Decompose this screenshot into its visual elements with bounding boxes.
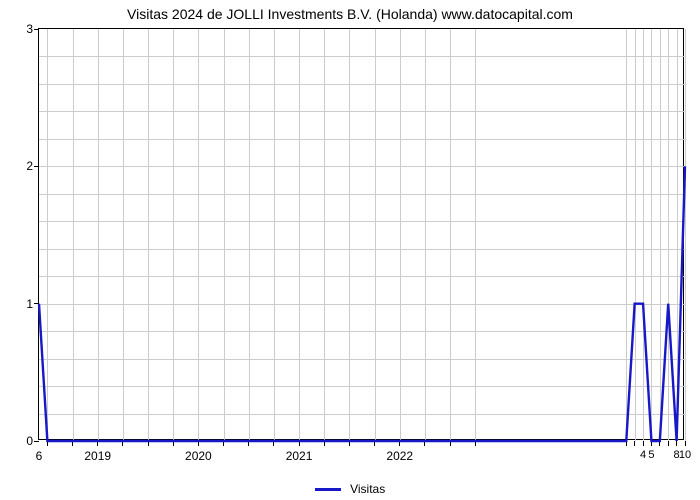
legend: Visitas [0, 481, 700, 496]
x-tick [643, 441, 644, 446]
x-tail-label: 10 [679, 449, 691, 461]
y-tick-label: 2 [26, 159, 33, 173]
legend-swatch [315, 488, 341, 491]
y-tick-label: 0 [26, 434, 33, 448]
x-tick [676, 441, 677, 446]
visits-chart: Visitas 2024 de JOLLI Investments B.V. (… [0, 0, 700, 500]
y-tick-label: 1 [26, 297, 33, 311]
x-tick [685, 441, 686, 446]
x-year-label: 2021 [286, 449, 313, 463]
x-tail-label: 4 [640, 449, 646, 461]
y-tick-label: 3 [26, 22, 33, 36]
x-tick [668, 441, 669, 446]
chart-title: Visitas 2024 de JOLLI Investments B.V. (… [0, 6, 700, 22]
series-line [39, 29, 685, 441]
x-tick [634, 441, 635, 446]
x-gridline [685, 29, 686, 441]
plot-area: 01232019202020212022645810 [38, 28, 684, 440]
x-year-label: 2022 [386, 449, 413, 463]
x-year-label: 2020 [185, 449, 212, 463]
x-start-label: 6 [36, 449, 43, 463]
x-year-label: 2019 [84, 449, 111, 463]
legend-label: Visitas [350, 482, 385, 496]
x-tail-label: 5 [648, 449, 654, 461]
